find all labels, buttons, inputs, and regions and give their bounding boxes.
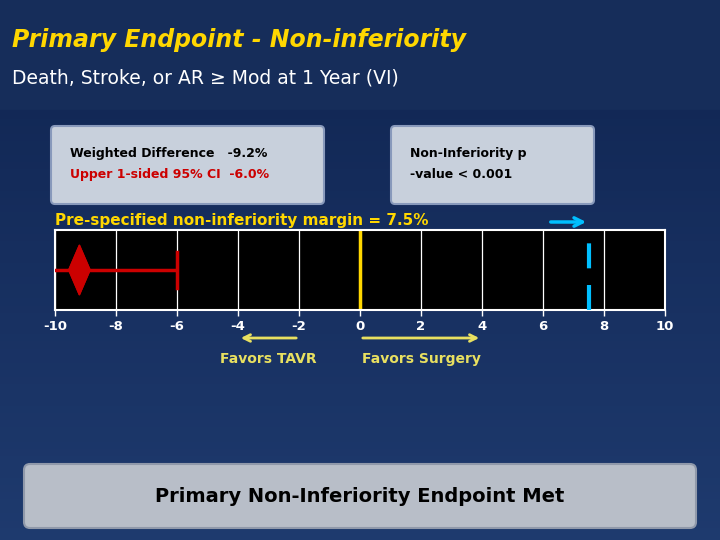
Bar [0, 375, 720, 382]
Bar [0, 361, 720, 368]
Bar [0, 411, 720, 418]
Bar [0, 211, 720, 218]
Bar [0, 232, 720, 239]
Bar [0, 490, 720, 497]
Bar [0, 497, 720, 504]
Bar [0, 511, 720, 518]
Text: Favors TAVR: Favors TAVR [220, 352, 317, 366]
Bar [0, 454, 720, 461]
FancyBboxPatch shape [24, 464, 696, 528]
FancyBboxPatch shape [391, 126, 594, 204]
Bar [0, 525, 720, 533]
Bar [0, 167, 720, 174]
Bar [0, 483, 720, 490]
Bar [0, 246, 720, 253]
Text: Pre-specified non-inferiority margin = 7.5%: Pre-specified non-inferiority margin = 7… [55, 213, 428, 228]
Bar [0, 275, 720, 282]
Bar [0, 533, 720, 540]
Bar [0, 440, 720, 447]
Bar [0, 160, 720, 167]
Bar [0, 268, 720, 275]
Bar [0, 325, 720, 332]
Bar [0, 289, 720, 296]
Bar [0, 468, 720, 476]
FancyBboxPatch shape [51, 126, 324, 204]
Text: Favors Surgery: Favors Surgery [361, 352, 480, 366]
Bar [0, 296, 720, 303]
Text: Weighted Difference   -9.2%: Weighted Difference -9.2% [70, 147, 267, 160]
Bar [0, 203, 720, 211]
Bar [0, 146, 720, 153]
Bar [0, 174, 720, 181]
Bar [0, 0, 720, 110]
Bar [0, 354, 720, 361]
Bar [0, 124, 720, 132]
Text: Non-Inferiority p: Non-Inferiority p [410, 147, 526, 160]
Polygon shape [68, 245, 90, 295]
Bar [0, 382, 720, 389]
Bar [0, 117, 720, 124]
Bar [0, 476, 720, 483]
Bar [0, 433, 720, 440]
Bar [0, 418, 720, 426]
Bar [0, 196, 720, 203]
Bar [0, 282, 720, 289]
Text: Upper 1-sided 95% CI  -6.0%: Upper 1-sided 95% CI -6.0% [70, 168, 269, 181]
Bar [0, 139, 720, 146]
Text: Death, Stroke, or AR ≥ Mod at 1 Year (VI): Death, Stroke, or AR ≥ Mod at 1 Year (VI… [12, 69, 399, 87]
Bar [0, 239, 720, 246]
Bar [0, 110, 720, 117]
Bar [0, 218, 720, 225]
Bar [0, 404, 720, 411]
Bar [0, 253, 720, 260]
Bar [0, 504, 720, 511]
Bar [0, 332, 720, 339]
Bar [0, 339, 720, 347]
Bar [0, 303, 720, 310]
Bar [0, 397, 720, 404]
Bar [0, 132, 720, 139]
Text: Primary Endpoint - Non-inferiority: Primary Endpoint - Non-inferiority [12, 28, 466, 52]
Bar [0, 181, 720, 189]
Bar [0, 260, 720, 268]
Bar [0, 310, 720, 318]
Bar [0, 447, 720, 454]
Bar [0, 318, 720, 325]
Text: -value < 0.001: -value < 0.001 [410, 168, 512, 181]
Bar [0, 389, 720, 397]
Bar [0, 153, 720, 160]
Bar [0, 225, 720, 232]
Bar [0, 518, 720, 525]
Bar [0, 426, 720, 433]
Bar [0, 461, 720, 468]
Bar [0, 347, 720, 354]
Bar [0, 189, 720, 196]
Text: Primary Non-Inferiority Endpoint Met: Primary Non-Inferiority Endpoint Met [156, 487, 564, 505]
Bar [0, 368, 720, 375]
